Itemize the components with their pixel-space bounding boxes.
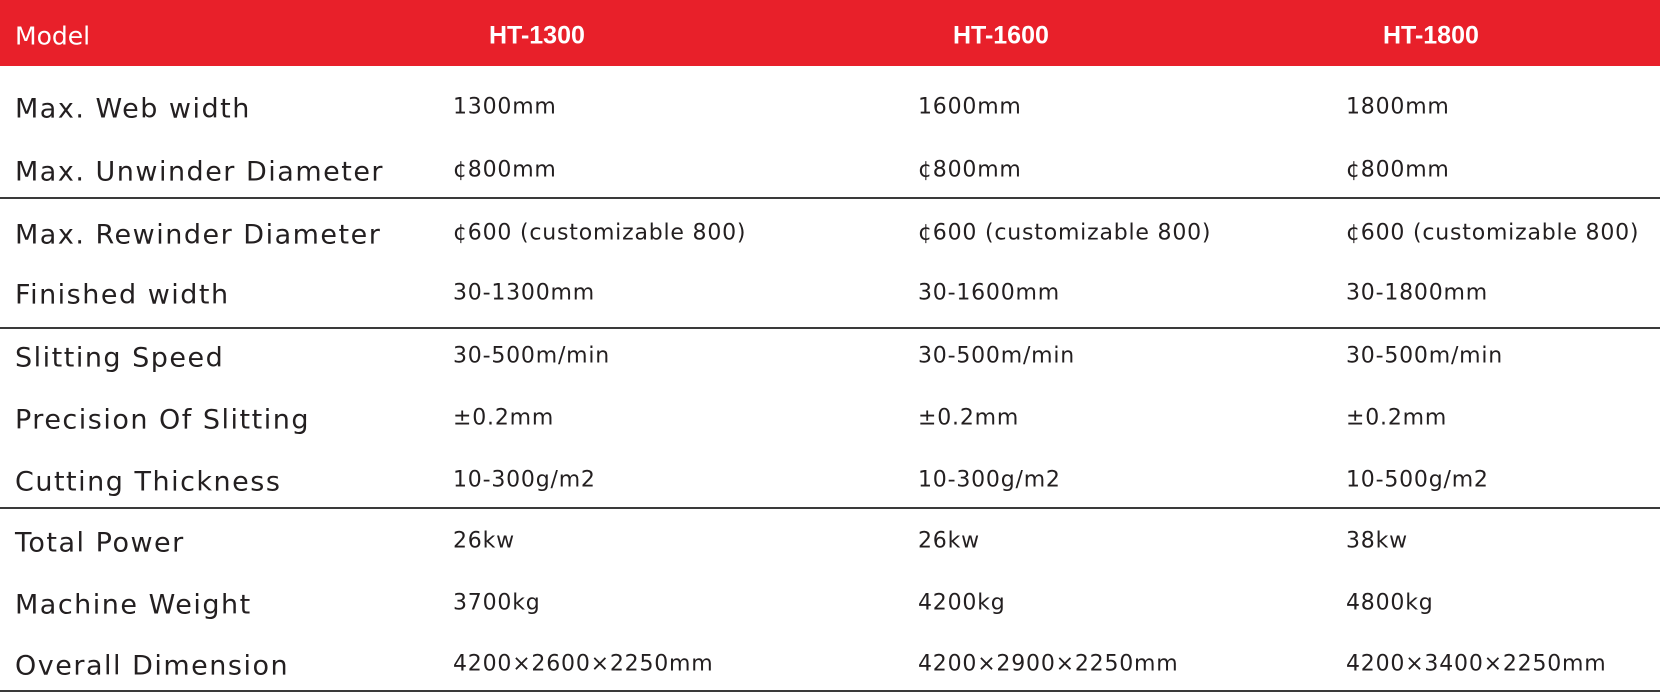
spec-value: 4200×3400×2250mm [1346,651,1607,677]
group-rule [0,197,1660,199]
spec-label: Cutting Thickness [15,466,282,498]
spec-value: ¢600 (customizable 800) [1346,220,1640,246]
spec-value: ¢600 (customizable 800) [918,220,1212,246]
spec-value: 4200×2600×2250mm [453,651,714,677]
spec-value: 26kw [918,528,980,554]
spec-value: ¢800mm [1346,157,1450,183]
spec-value: 10-300g/m2 [918,467,1061,493]
group-rule [0,327,1660,329]
spec-label: Max. Web width [15,93,251,125]
spec-label: Machine Weight [15,589,252,621]
spec-value: 26kw [453,528,515,554]
group-rule [0,690,1660,692]
spec-value: 10-300g/m2 [453,467,596,493]
spec-value: ¢600 (customizable 800) [453,220,747,246]
spec-label: Slitting Speed [15,342,225,374]
spec-label: Precision Of Slitting [15,404,310,436]
spec-value: 30-500m/min [453,343,611,369]
spec-label: Max. Rewinder Diameter [15,219,382,251]
spec-label: Max. Unwinder Diameter [15,156,385,188]
spec-value: 1300mm [453,94,557,120]
spec-value: 3700kg [453,590,541,616]
spec-value: 30-1300mm [453,280,595,306]
spec-value: 30-500m/min [1346,343,1504,369]
header-cell: HT-1600 [953,21,1049,50]
spec-value: 30-1800mm [1346,280,1488,306]
spec-label: Overall Dimension [15,650,290,682]
spec-value: 38kw [1346,528,1408,554]
spec-value: 10-500g/m2 [1346,467,1489,493]
spec-value: 1600mm [918,94,1022,120]
spec-value: ¢800mm [453,157,557,183]
spec-value: ¢800mm [918,157,1022,183]
header-cell: Model [15,21,91,51]
spec-value: 4200kg [918,590,1006,616]
spec-label: Finished width [15,279,230,311]
header-cell: HT-1300 [489,21,585,50]
header-cell: HT-1800 [1383,21,1479,50]
spec-value: 4200×2900×2250mm [918,651,1179,677]
spec-value: 30-1600mm [918,280,1060,306]
spec-value: ±0.2mm [918,405,1020,431]
group-rule [0,507,1660,509]
spec-value: ±0.2mm [453,405,555,431]
spec-label: Total Power [15,527,185,559]
spec-value: 4800kg [1346,590,1434,616]
spec-value: 30-500m/min [918,343,1076,369]
header-bar [0,0,1660,66]
spec-value: ±0.2mm [1346,405,1448,431]
spec-value: 1800mm [1346,94,1450,120]
